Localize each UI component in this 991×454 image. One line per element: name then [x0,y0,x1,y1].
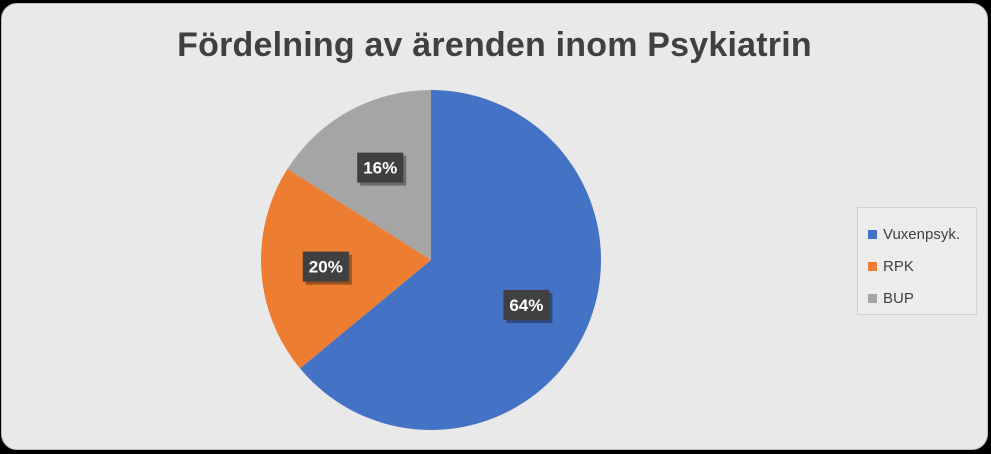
legend-swatch-bup [868,293,877,303]
svg-text:64%: 64% [509,296,543,315]
svg-text:20%: 20% [309,258,343,277]
data-label-vuxenpsyk: 64% [503,289,553,323]
data-label-rpk: 20% [302,251,352,285]
legend-label-rpk: RPK [883,257,914,275]
svg-text:16%: 16% [363,159,397,178]
legend: Vuxenpsyk. RPK BUP [857,207,977,315]
legend-item-rpk: RPK [858,250,976,282]
chart-frame: Fördelning av ärenden inom Psykiatrin 64… [1,3,988,450]
pie-chart: 64% 20% 16% [261,90,601,430]
legend-label-vuxenpsyk: Vuxenpsyk. [883,225,960,243]
legend-swatch-rpk [868,261,877,271]
legend-swatch-vuxenpsyk [868,229,877,239]
legend-item-bup: BUP [858,282,976,314]
legend-label-bup: BUP [883,289,914,307]
pie-slice-vuxenpsyk [300,90,601,430]
legend-item-vuxenpsyk: Vuxenpsyk. [858,218,976,250]
data-label-bup: 16% [357,152,407,186]
chart-title: Fördelning av ärenden inom Psykiatrin [177,26,812,64]
